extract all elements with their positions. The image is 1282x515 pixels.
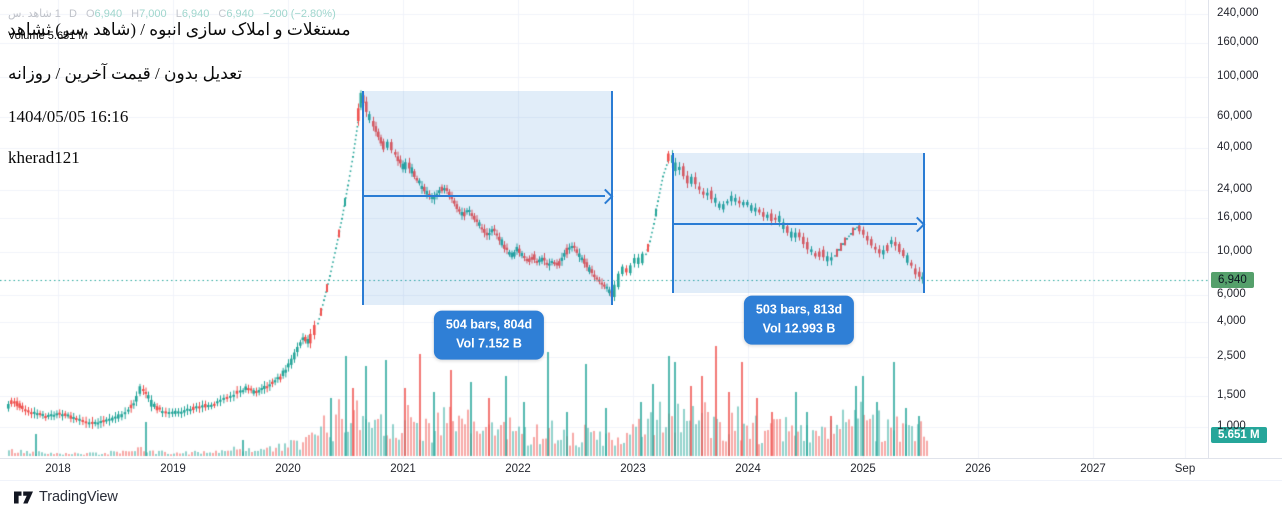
- volume-value: 5.651 M: [47, 30, 88, 42]
- range-volume-text: Vol 7.152 B: [456, 337, 522, 351]
- legend-symbol[interactable]: س.‎ شاهد‎ 1: [8, 8, 61, 20]
- legend-close-key: C: [218, 8, 227, 20]
- time-axis-label: 2026: [965, 463, 991, 475]
- price-axis-label: 40,000: [1217, 141, 1253, 153]
- text-drawing-datetime[interactable]: 1404/05/05 16:16: [8, 107, 129, 126]
- time-axis[interactable]: 2018 2019 2020 2021 2022 2023 2024 2025 2026 2027…: [0, 458, 1282, 481]
- tradingview-brand-text: TradingView: [39, 489, 118, 505]
- price-axis-label: 60,000: [1217, 110, 1253, 122]
- time-axis-label: 2019: [160, 463, 186, 475]
- price-axis-label: 6,000: [1217, 288, 1246, 300]
- time-axis-label: 2021: [390, 463, 416, 475]
- legend-high-key: H: [131, 8, 140, 20]
- price-chart-canvas[interactable]: [0, 0, 1208, 458]
- footer-bar: TradingView: [0, 480, 1282, 515]
- price-axis-label: 240,000: [1217, 7, 1259, 19]
- tradingview-logo-icon: [14, 491, 33, 503]
- date-range-label-1[interactable]: 504 bars, 804d Vol 7.152 B: [433, 310, 545, 360]
- legend-change: −200 (−2.80%): [262, 8, 336, 20]
- time-axis-label: 2023: [620, 463, 646, 475]
- tradingview-logo[interactable]: TradingView: [14, 489, 118, 505]
- volume-legend[interactable]: Volume 5.651 M: [8, 30, 88, 42]
- volume-label: Volume: [8, 30, 45, 42]
- price-axis-label: 1,000: [1217, 420, 1246, 432]
- price-axis-label: 2,500: [1217, 350, 1246, 362]
- time-axis-label: 2018: [45, 463, 71, 475]
- time-axis-label: 2027: [1080, 463, 1106, 475]
- range-bars-text: 504 bars, 804d: [445, 317, 533, 332]
- date-range-box-1[interactable]: [362, 91, 613, 305]
- price-axis-label: 24,000: [1217, 183, 1253, 195]
- legend-low-value: 6,940: [181, 8, 210, 20]
- volume-badge: 5.651 M: [1211, 427, 1267, 443]
- time-axis-label: Sep: [1174, 463, 1196, 475]
- price-axis-label: 100,000: [1217, 70, 1259, 82]
- chart-pane[interactable]: 504 bars, 804d Vol 7.152 B 503 bars, 813…: [0, 0, 1208, 458]
- range-volume-text: Vol 12.993 B: [762, 322, 836, 336]
- time-axis-label: 2022: [505, 463, 531, 475]
- legend-timeframe[interactable]: D: [68, 8, 77, 20]
- text-drawing-symbol-name[interactable]: ثشاهد‎ (سر.‎ شاهد)‎ / انبوه‎ سازی‎ املاک…: [8, 20, 351, 39]
- price-axis-label: 4,000: [1217, 315, 1246, 327]
- legend-open-value: 6,940: [94, 8, 123, 20]
- date-range-arrow-2[interactable]: [674, 223, 917, 225]
- legend-high-value: 7,000: [139, 8, 167, 20]
- time-axis-label: 2020: [275, 463, 301, 475]
- text-drawing-chart-settings[interactable]: روزانه‎ / آخرین‎ قیمت‎ / بدون‎ تعدیل: [8, 64, 243, 83]
- price-axis-label: 160,000: [1217, 36, 1259, 48]
- legend-open-key: O: [85, 8, 95, 20]
- last-price-badge: 6,940: [1211, 272, 1254, 288]
- time-axis-label: 2024: [735, 463, 761, 475]
- price-axis[interactable]: 6,940 5.651 M 240,000 160,000 100,000 60,00…: [1208, 0, 1282, 458]
- text-drawing-username[interactable]: kherad121: [8, 148, 80, 167]
- date-range-arrow-1[interactable]: [364, 195, 605, 197]
- price-axis-label: 10,000: [1217, 245, 1253, 257]
- symbol-legend[interactable]: س.‎ شاهد‎ 1 D O6,940 H7,000 L6,940 C6,94…: [8, 7, 336, 20]
- legend-close-value: 6,940: [226, 8, 254, 20]
- time-axis-label: 2025: [850, 463, 876, 475]
- price-axis-label: 1,500: [1217, 389, 1246, 401]
- price-axis-label: 16,000: [1217, 211, 1253, 223]
- date-range-label-2[interactable]: 503 bars, 813d Vol 12.993 B: [743, 295, 855, 345]
- legend-low-key: L: [175, 8, 182, 20]
- range-bars-text: 503 bars, 813d: [755, 302, 843, 317]
